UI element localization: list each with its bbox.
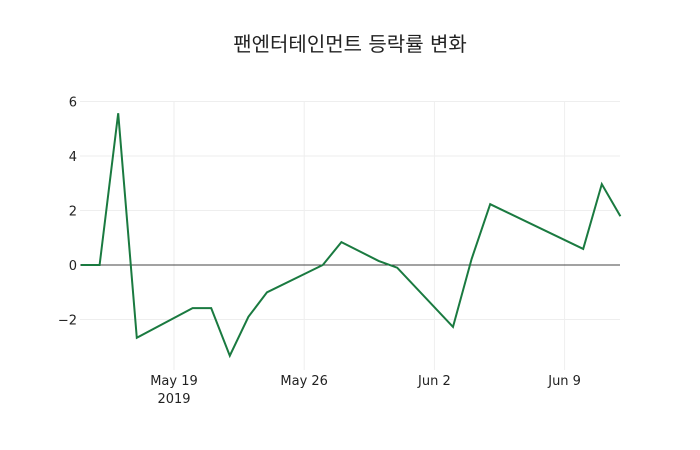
y-tick-label: 0 xyxy=(69,259,77,274)
y-tick-label: −2 xyxy=(58,314,77,329)
x-tick-label: May 19 xyxy=(150,374,198,389)
x-tick-year-label: 2019 xyxy=(157,392,190,407)
x-tick-label: Jun 2 xyxy=(417,374,451,389)
y-tick-label: 4 xyxy=(69,150,77,165)
x-tick-label: May 26 xyxy=(280,374,328,389)
chart-title: 팬엔터테인먼트 등락률 변화 xyxy=(233,32,467,56)
y-axis: 6 4 2 0 −2 xyxy=(58,96,77,329)
gridlines xyxy=(80,101,620,370)
x-axis: May 19 2019 May 26 Jun 2 Jun 9 xyxy=(150,374,581,407)
series-line xyxy=(81,113,622,359)
x-tick-label: Jun 9 xyxy=(547,374,581,389)
y-tick-label: 6 xyxy=(69,96,77,111)
y-tick-label: 2 xyxy=(69,205,77,220)
